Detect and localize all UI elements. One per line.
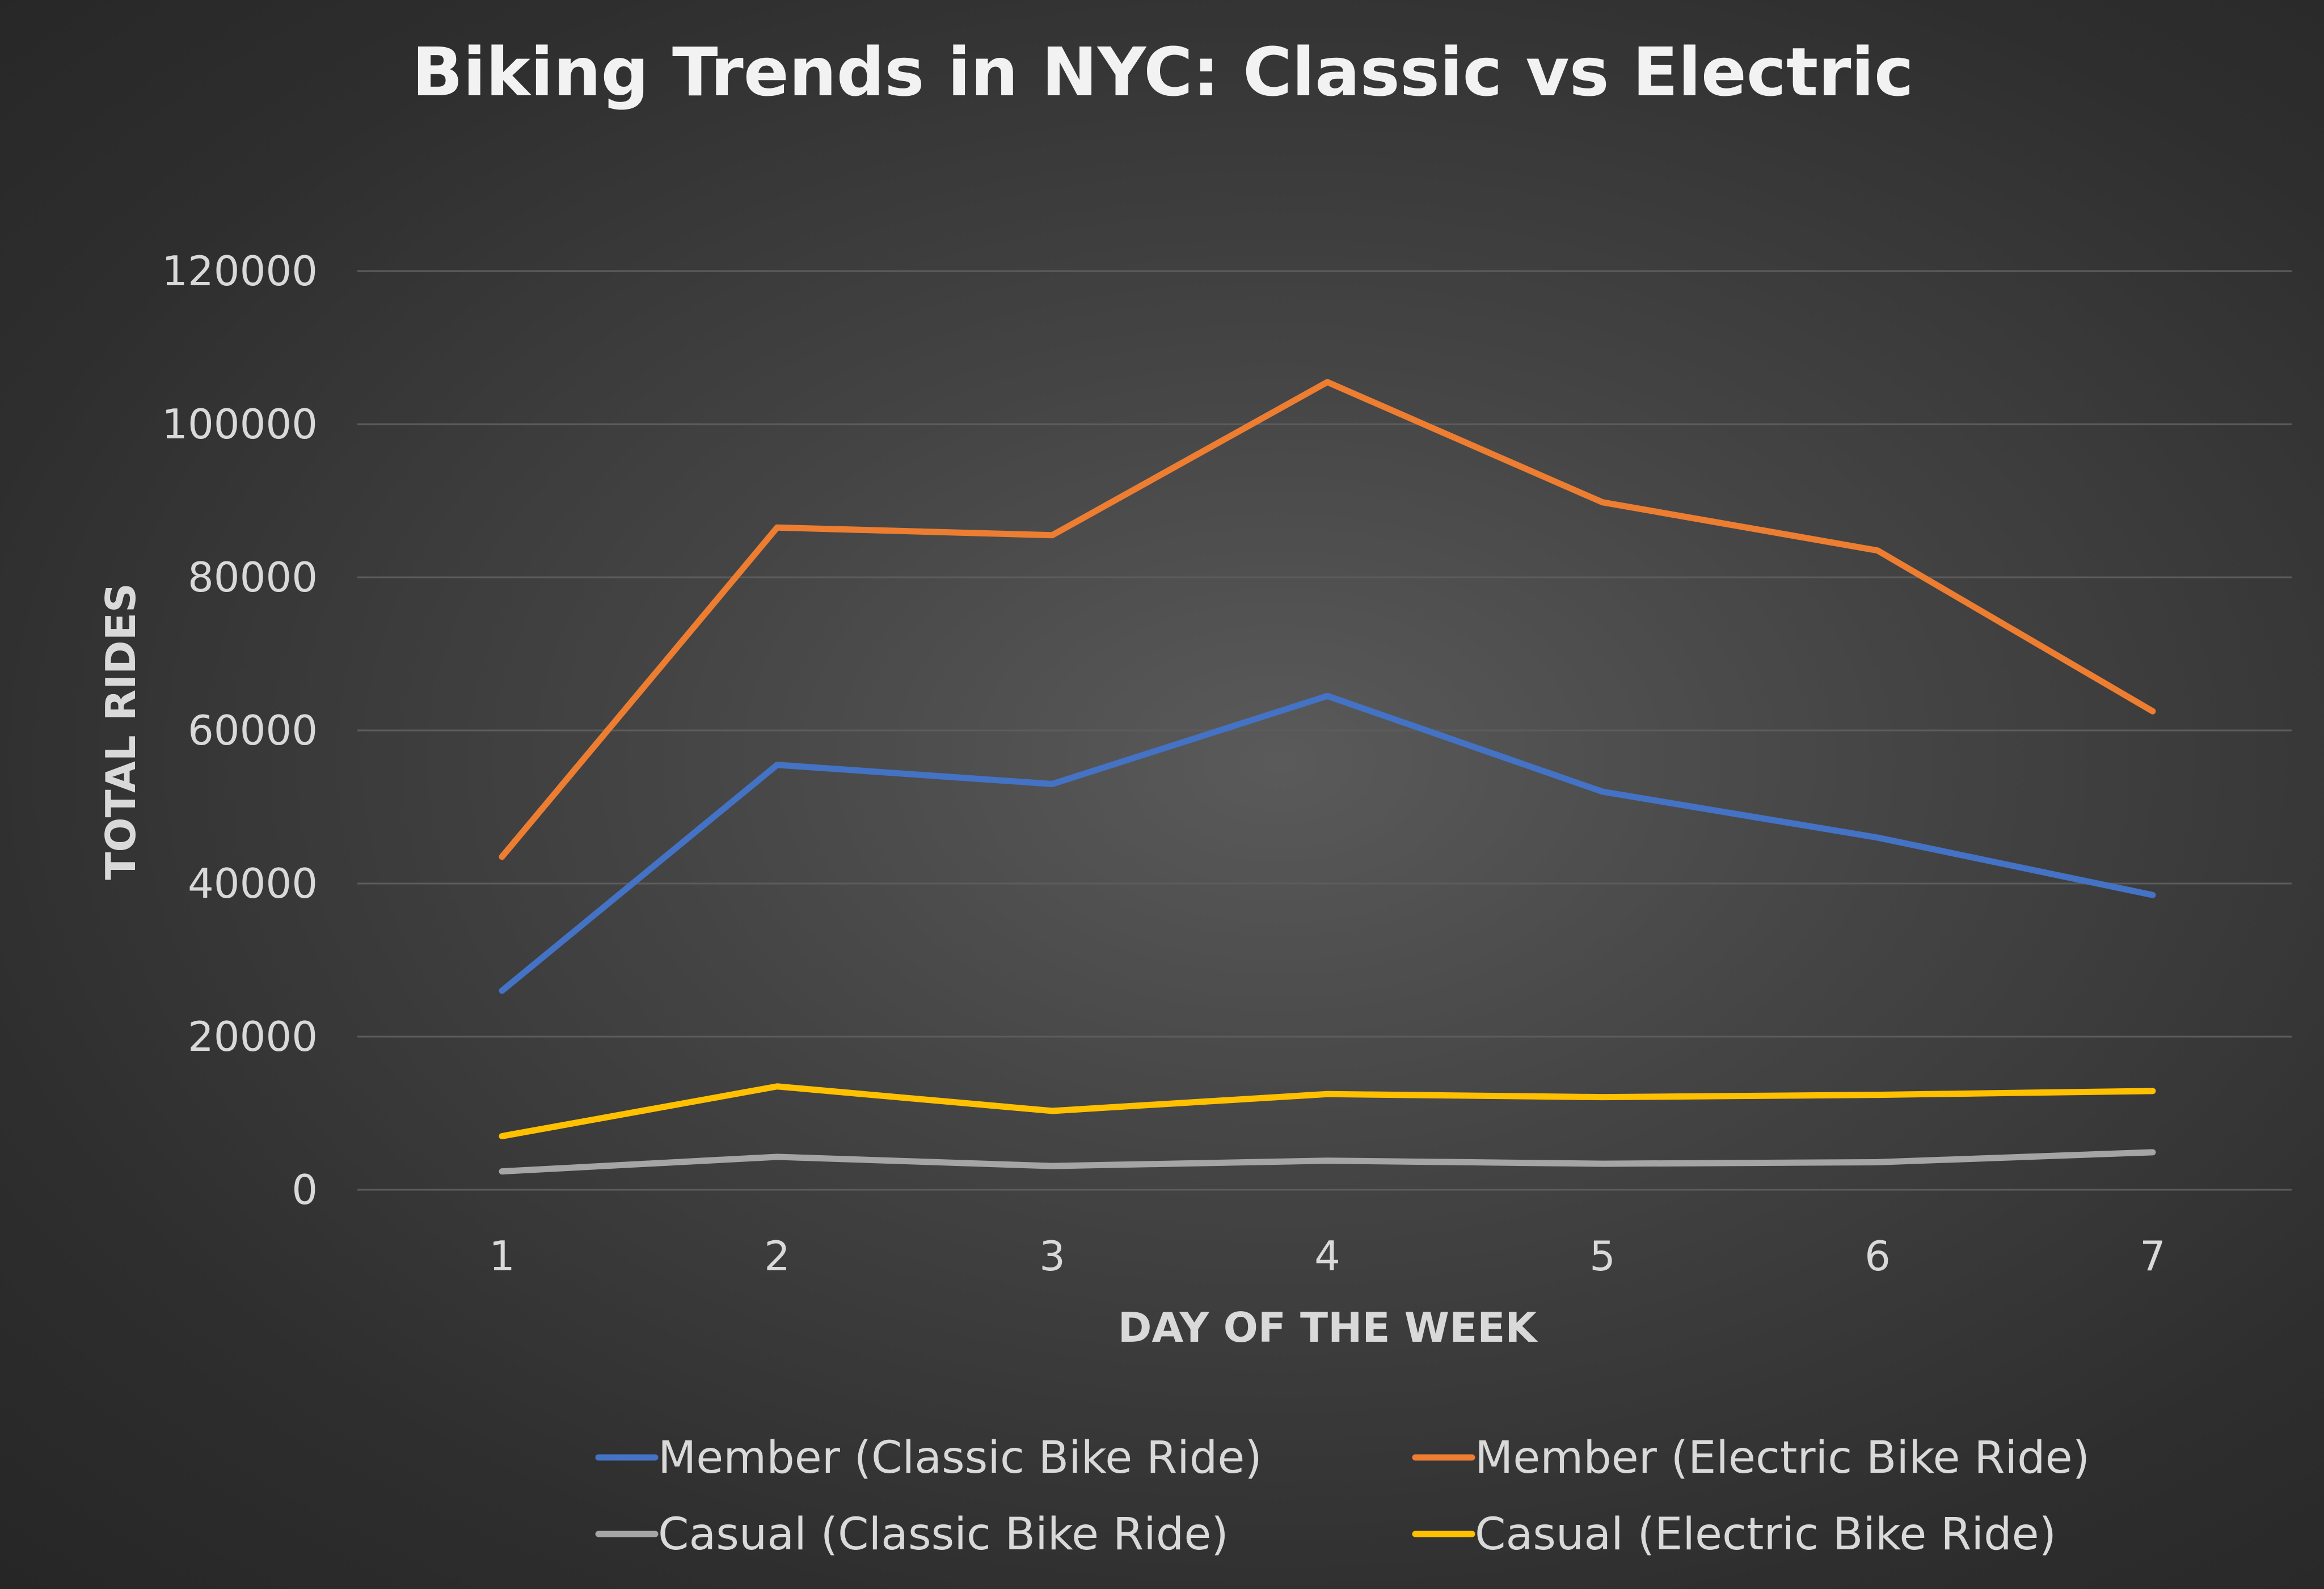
legend-label: Member (Electric Bike Ride) [1475, 1432, 2090, 1484]
legend-item: Member (Classic Bike Ride) [595, 1432, 1262, 1484]
y-tick-label: 40000 [188, 860, 318, 907]
series-line-member-classic-bike-ride [499, 692, 2156, 994]
y-tick-label: 100000 [162, 400, 318, 448]
legend-item: Casual (Classic Bike Ride) [595, 1509, 1229, 1560]
y-axis-title: TOTAL RIDES [97, 583, 145, 880]
x-tick-label: 3 [1039, 1232, 1065, 1280]
series-line-casual-electric-bike-ride [499, 1083, 2156, 1139]
y-tick-label: 80000 [188, 553, 318, 601]
legend-label: Casual (Electric Bike Ride) [1475, 1509, 2056, 1560]
gridlines [357, 270, 2292, 1191]
legend-label: Casual (Classic Bike Ride) [658, 1509, 1229, 1560]
x-tick-label: 1 [489, 1232, 515, 1280]
x-tick-label: 2 [764, 1232, 790, 1280]
x-tick-label: 5 [1589, 1232, 1616, 1280]
y-tick-label: 60000 [188, 707, 318, 754]
legend-item: Casual (Electric Bike Ride) [1412, 1509, 2056, 1560]
y-tick-label: 20000 [188, 1013, 318, 1060]
series-lines [499, 379, 2156, 1175]
x-tick-label: 7 [2140, 1232, 2166, 1280]
series-line-casual-classic-bike-ride [499, 1149, 2156, 1175]
legend-item: Member (Electric Bike Ride) [1412, 1432, 2090, 1484]
y-axis-ticks: 0 20000 40000 60000 80000 100000 120000 [162, 247, 318, 1214]
legend: Member (Classic Bike Ride) Member (Electr… [595, 1432, 2090, 1560]
y-tick-label: 120000 [162, 247, 318, 295]
legend-label: Member (Classic Bike Ride) [658, 1432, 1262, 1484]
x-tick-label: 4 [1314, 1232, 1340, 1280]
x-tick-label: 6 [1865, 1232, 1891, 1280]
series-line-member-electric-bike-ride [499, 379, 2156, 860]
x-axis-ticks: 1 2 3 4 5 6 7 [489, 1232, 2166, 1280]
chart-title: Biking Trends in NYC: Classic vs Electri… [412, 33, 1914, 111]
x-axis-title: DAY OF THE WEEK [1118, 1304, 1538, 1351]
y-tick-label: 0 [292, 1166, 318, 1214]
